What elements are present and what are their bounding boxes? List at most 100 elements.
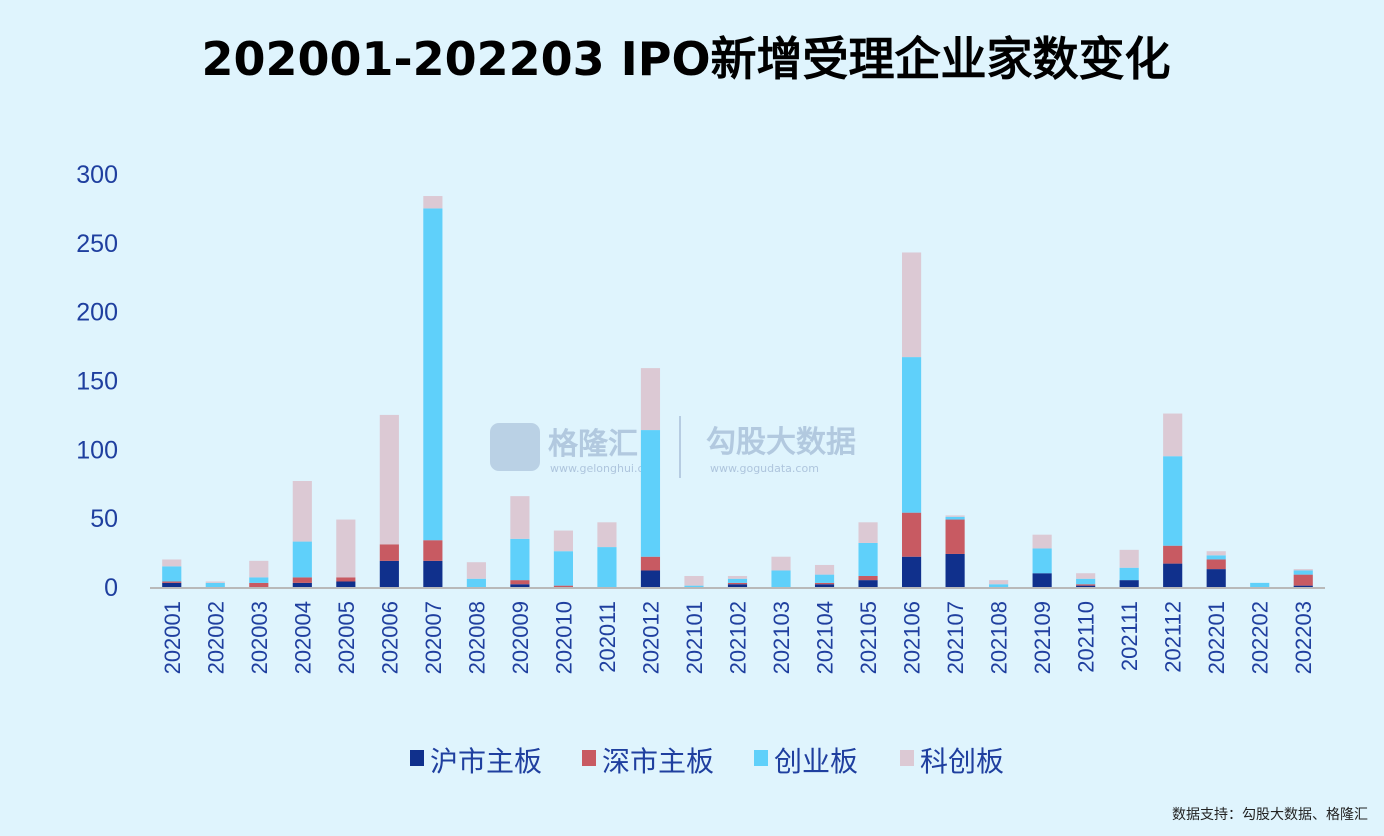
bar-segment (858, 575, 878, 581)
bar-segment (945, 519, 965, 554)
bar-segment (1032, 573, 1052, 587)
watermark-brand1-url: www.gelonghui.com (550, 462, 661, 475)
bar-segment (249, 577, 269, 583)
bar-segment (640, 556, 661, 571)
x-tick-label: 202007 (421, 601, 446, 674)
bar-segment (205, 581, 225, 583)
x-tick-label: 202008 (464, 601, 489, 674)
bar-segment (858, 542, 878, 576)
bar-segment (1206, 569, 1226, 587)
y-tick-label: 200 (76, 299, 118, 327)
x-tick-label: 202109 (1030, 601, 1055, 674)
bar-segment (640, 570, 661, 587)
bar-segment (1119, 580, 1139, 587)
bar-segment (510, 584, 530, 587)
x-tick-label: 202107 (943, 601, 968, 674)
x-tick-label: 202102 (726, 601, 751, 674)
bar-segment (945, 553, 965, 587)
bar-segment (423, 560, 443, 587)
legend-label: 沪市主板 (430, 745, 542, 778)
bar-segment (989, 580, 1009, 585)
bar-segment (336, 581, 356, 587)
bar-segment (814, 564, 835, 575)
x-tick-label: 202201 (1204, 601, 1229, 674)
bar-segment (727, 584, 748, 587)
bar-segment (1119, 567, 1139, 581)
x-tick-label: 202006 (377, 601, 402, 674)
bar-segment (1032, 548, 1052, 574)
x-tick-label: 202010 (551, 601, 576, 674)
x-axis: 202001 202002 202003 202004 202005 202006 2020… (160, 601, 1316, 674)
bar-segment (1163, 456, 1183, 546)
bar-segment (423, 208, 443, 541)
source-note: 数据支持：勾股大数据、格隆汇 (1172, 807, 1368, 823)
watermark: 格隆汇 www.gelonghui.com 勾股大数据 www.gogudata… (490, 416, 856, 478)
x-tick-label: 202110 (1074, 601, 1099, 673)
bar-segment (292, 480, 312, 542)
bar-segment (249, 560, 269, 578)
legend-swatch (410, 750, 424, 766)
bar-segment (162, 566, 182, 582)
y-tick-label: 300 (76, 161, 118, 189)
x-tick-label: 202101 (682, 601, 707, 674)
x-tick-label: 202202 (1248, 601, 1273, 674)
bar-segment (945, 516, 965, 520)
bar-segment (684, 585, 704, 587)
x-tick-label: 202002 (203, 601, 228, 674)
bar-segment (727, 578, 748, 583)
bar-segment (510, 538, 530, 581)
y-tick-label: 250 (76, 230, 118, 258)
bar-segment (858, 522, 878, 543)
bar-segment (553, 585, 573, 587)
bar-segment (466, 578, 486, 587)
bar-segment (336, 519, 356, 578)
x-tick-label: 202108 (987, 601, 1012, 674)
bar-segment (423, 196, 443, 209)
bar-segment (1250, 582, 1270, 587)
bar-segment (1163, 545, 1183, 564)
bar-segment (684, 575, 704, 586)
bar-segment (640, 368, 661, 431)
bar-segment (553, 551, 573, 586)
bar-segment (336, 577, 356, 582)
bar-segment (640, 430, 661, 557)
bar-segment (1076, 584, 1096, 586)
bar-segment (379, 544, 399, 561)
bar-segment (771, 556, 791, 571)
chart-title: 202001-202203 IPO新增受理企业家数变化 (201, 32, 1170, 86)
y-tick-label: 0 (104, 574, 118, 602)
bar-segment (1076, 585, 1096, 587)
bar-segment (902, 556, 922, 587)
legend: 沪市主板 深市主板 创业板 科创板 (410, 745, 1004, 778)
bar-segment (902, 357, 922, 513)
bar-segment (1163, 563, 1183, 587)
bar-segment (423, 540, 443, 561)
bar-segment (597, 522, 617, 548)
bar-segment (1119, 549, 1139, 568)
x-tick-label: 202005 (334, 601, 359, 674)
bar-segment (902, 252, 922, 358)
x-tick-label: 202012 (638, 601, 663, 674)
bar-segment (379, 560, 399, 587)
bar-segment (510, 496, 530, 539)
bar-segment (292, 582, 312, 587)
legend-swatch (754, 750, 768, 766)
legend-label: 创业板 (774, 745, 858, 778)
watermark-brand2-url: www.gogudata.com (710, 462, 819, 475)
bar-segment (1163, 413, 1183, 457)
x-tick-label: 202001 (160, 601, 185, 674)
bar-segment (1293, 570, 1313, 575)
y-axis: 0 50 100 150 200 250 300 (76, 161, 118, 602)
legend-swatch (900, 750, 914, 766)
legend-label: 深市主板 (602, 745, 714, 778)
bar-segment (466, 562, 486, 579)
y-tick-label: 50 (90, 505, 118, 533)
bar-segment (727, 582, 748, 585)
bar-segment (292, 541, 312, 578)
bar-segment (249, 582, 269, 587)
bar-segment (989, 584, 1009, 587)
bar-segment (510, 580, 530, 585)
bar-segment (1206, 559, 1226, 570)
legend-label: 科创板 (920, 745, 1004, 778)
x-tick-label: 202112 (1161, 601, 1186, 673)
